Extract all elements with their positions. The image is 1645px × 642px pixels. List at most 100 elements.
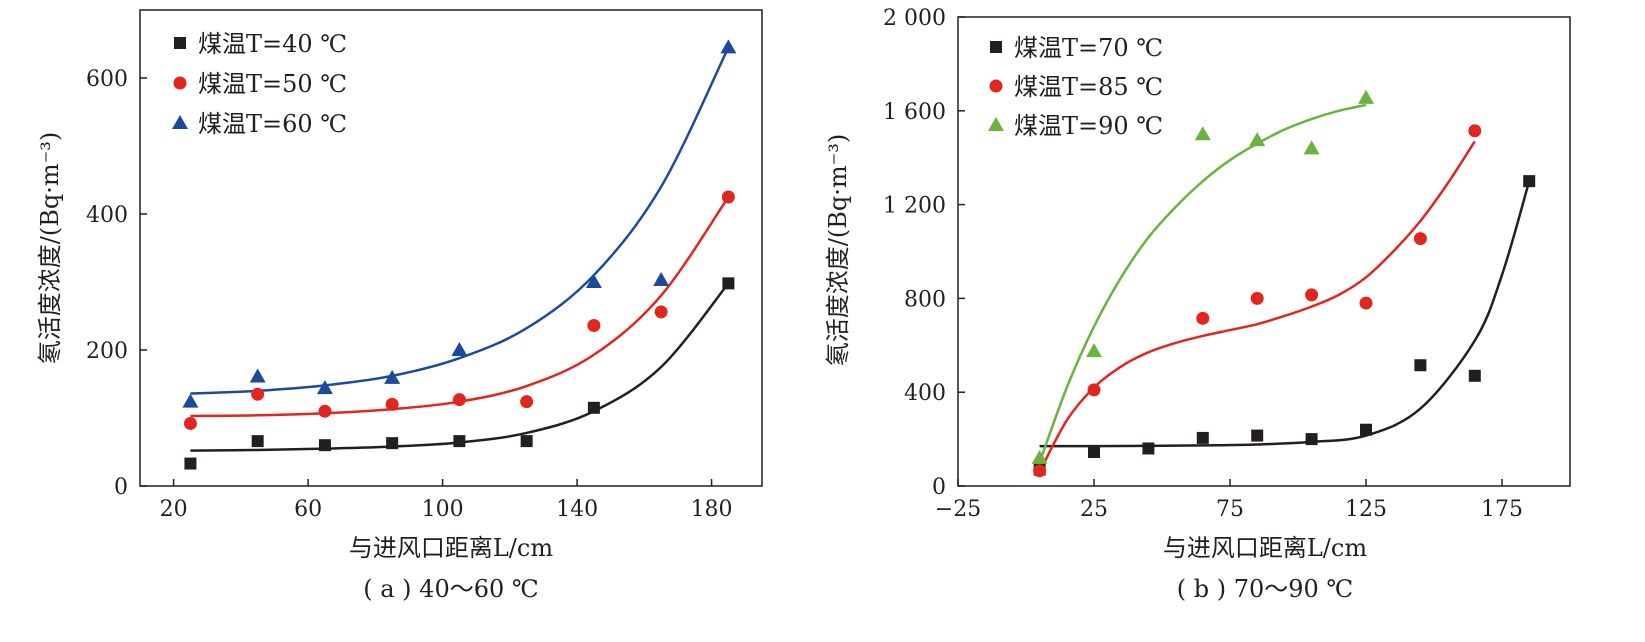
data-point-circle: [721, 190, 735, 204]
data-point-circle: [385, 397, 399, 411]
panel-a-ticks: 20 60 100 140 180 0 200 400 600: [86, 67, 733, 522]
data-point-square: [184, 457, 197, 470]
data-point-triangle: [316, 380, 333, 395]
legend-label: 煤温T=40 ℃: [198, 30, 347, 58]
data-point-square: [318, 439, 331, 452]
x-tick-label: 140: [556, 497, 598, 522]
data-point-circle: [587, 319, 601, 333]
fit-curve: [1038, 140, 1476, 473]
data-point-triangle: [1303, 140, 1320, 155]
data-point-square: [453, 435, 466, 448]
legend-label: 煤温T=85 ℃: [1014, 73, 1163, 101]
y-tick-label: 0: [932, 475, 946, 500]
fit-curve: [1039, 180, 1531, 448]
y-tick-label: 200: [86, 339, 128, 364]
data-point-triangle: [653, 271, 670, 286]
data-point-triangle: [585, 274, 602, 288]
data-point-triangle: [720, 39, 737, 54]
legend-label: 煤温T=50 ℃: [198, 70, 347, 98]
fit-curve: [190, 196, 730, 418]
data-point-square: [587, 401, 600, 414]
data-point-square: [1523, 175, 1536, 188]
panel-a: 20 60 100 140 180 0 200 400 600 煤温T=40 ℃ 煤温T=50 ℃…: [36, 9, 763, 603]
data-point-circle: [1196, 311, 1210, 325]
x-tick-label: 20: [160, 497, 188, 522]
data-point-triangle: [1086, 343, 1102, 358]
panel-a-plot-frame: [139, 9, 763, 487]
panel-a-data-points: [182, 39, 737, 470]
y-tick-label: 1 200: [883, 194, 946, 219]
data-point-circle: [183, 416, 197, 430]
panel-b-ticks: −25 25 75 125 175 0 400 800 1 200 1 600 2 000: [883, 6, 1523, 522]
data-point-square: [1468, 369, 1481, 382]
y-tick-label: 600: [86, 67, 128, 92]
panel-a-x-axis-title: 与进风口距离L/cm: [349, 534, 553, 562]
data-point-square: [1196, 431, 1209, 444]
data-point-square: [1305, 433, 1318, 446]
fit-curve: [1038, 103, 1367, 463]
data-point-square: [1360, 423, 1372, 436]
y-tick-label: 400: [904, 381, 946, 406]
panel-b-fit-curves: [1038, 103, 1531, 473]
panel-a-fit-curves: [190, 46, 730, 452]
data-point-circle: [1359, 296, 1373, 310]
data-point-square: [386, 437, 399, 450]
panel-b-x-axis-title: 与进风口距离L/cm: [1163, 534, 1367, 562]
data-point-square: [1142, 442, 1155, 455]
y-tick-label: 1 600: [883, 100, 946, 125]
legend-marker-triangle: [988, 117, 1004, 131]
x-tick-label: 175: [1481, 497, 1523, 522]
data-point-triangle: [1358, 89, 1374, 104]
data-point-circle: [251, 387, 265, 401]
data-point-triangle: [1194, 126, 1211, 141]
data-point-circle: [1250, 291, 1264, 305]
data-point-circle: [452, 393, 466, 407]
data-point-circle: [1413, 232, 1427, 246]
data-point-circle: [1468, 124, 1482, 138]
legend-label: 煤温T=60 ℃: [198, 110, 347, 138]
data-point-circle: [520, 395, 534, 409]
legend-marker-circle: [173, 76, 187, 90]
x-tick-label: 75: [1216, 497, 1244, 522]
data-point-triangle: [249, 368, 266, 383]
data-point-triangle: [1031, 449, 1048, 464]
data-point-square: [722, 277, 735, 290]
y-tick-label: 400: [86, 203, 128, 228]
data-point-circle: [1033, 464, 1047, 478]
fit-curve: [190, 282, 730, 452]
legend-label: 煤温T=70 ℃: [1014, 34, 1163, 62]
data-point-square: [1088, 445, 1100, 458]
x-tick-label: −25: [935, 497, 981, 522]
data-point-triangle: [451, 342, 468, 356]
panel-a-y-axis-title: 氡活度浓度/(Bq·m⁻³): [36, 132, 64, 365]
panel-b: −25 25 75 125 175 0 400 800 1 200 1 600 2 000 煤温T=…: [824, 6, 1571, 603]
data-point-triangle: [384, 369, 401, 384]
legend-marker-triangle: [172, 115, 188, 129]
legend-marker-circle: [989, 79, 1003, 93]
data-point-circle: [1305, 288, 1319, 302]
y-tick-label: 0: [114, 475, 128, 500]
panel-b-legend: 煤温T=70 ℃ 煤温T=85 ℃ 煤温T=90 ℃: [988, 34, 1163, 140]
data-point-triangle: [182, 393, 199, 408]
x-tick-label: 60: [294, 497, 322, 522]
x-tick-label: 25: [1080, 497, 1108, 522]
panel-b-data-points: [1031, 89, 1536, 478]
legend-marker-square: [174, 37, 186, 49]
fit-curve: [190, 46, 730, 395]
panel-b-caption: ( b ) 70～90 ℃: [1177, 575, 1354, 603]
y-tick-label: 800: [904, 287, 946, 312]
data-point-square: [520, 435, 533, 448]
data-point-circle: [654, 305, 668, 319]
data-point-triangle: [1249, 132, 1266, 147]
x-tick-label: 125: [1345, 497, 1387, 522]
data-point-square: [251, 435, 264, 448]
data-point-circle: [1087, 383, 1101, 397]
y-tick-label: 2 000: [883, 6, 946, 31]
panel-a-caption: ( a ) 40～60 ℃: [363, 575, 538, 603]
legend-marker-square: [990, 41, 1002, 53]
x-tick-label: 100: [422, 497, 464, 522]
x-tick-label: 180: [691, 497, 733, 522]
panel-b-plot-frame: [957, 16, 1571, 487]
data-point-square: [1414, 359, 1427, 372]
